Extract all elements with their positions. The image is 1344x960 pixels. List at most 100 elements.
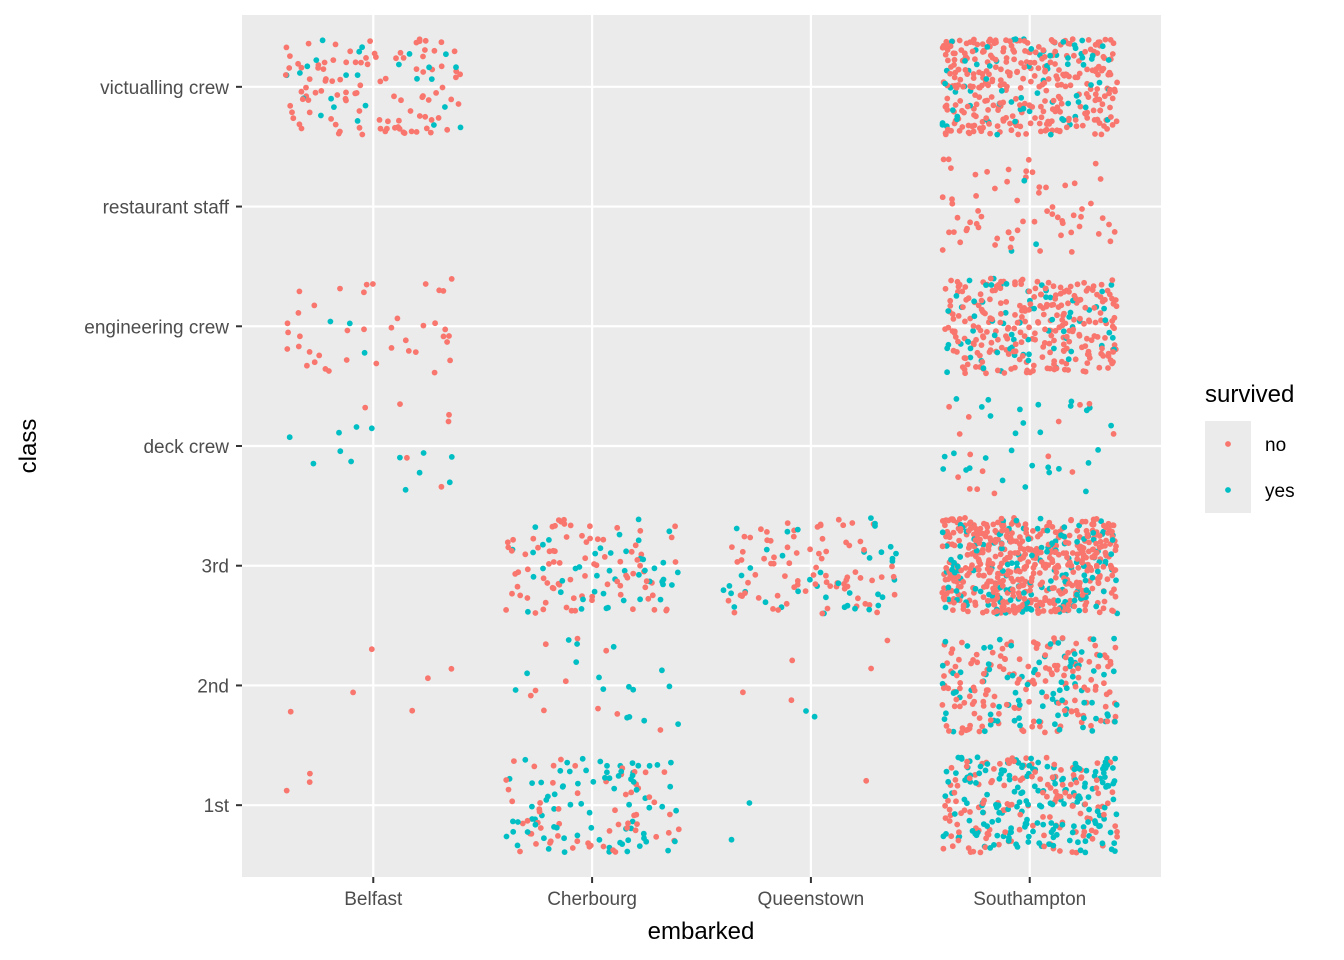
point-yes	[1051, 345, 1057, 352]
point-yes	[1069, 829, 1076, 836]
point-no	[530, 535, 537, 542]
point-no	[305, 40, 312, 47]
point-no	[978, 128, 985, 135]
point-no	[533, 841, 539, 847]
point-no	[998, 310, 1004, 317]
point-yes	[1112, 718, 1118, 725]
point-no	[1067, 283, 1074, 290]
point-yes	[532, 524, 539, 530]
point-no	[1007, 120, 1013, 127]
point-no	[1097, 294, 1104, 300]
point-no	[949, 843, 956, 850]
point-no	[448, 665, 455, 672]
point-no	[1049, 211, 1056, 218]
point-yes	[1074, 591, 1080, 598]
point-no	[1029, 773, 1035, 780]
point-yes	[313, 57, 320, 63]
point-no	[1109, 122, 1116, 128]
point-yes	[602, 774, 608, 781]
point-yes	[515, 819, 521, 825]
point-no	[1079, 122, 1086, 129]
point-no	[1106, 221, 1112, 228]
point-yes	[1071, 823, 1077, 830]
point-yes	[448, 454, 455, 460]
point-no	[661, 769, 668, 775]
point-no	[377, 125, 384, 132]
point-yes	[942, 604, 949, 611]
point-yes	[1050, 826, 1057, 833]
point-no	[957, 525, 964, 532]
point-no	[1025, 156, 1032, 163]
point-yes	[973, 780, 979, 786]
point-no	[987, 717, 994, 723]
point-no	[844, 583, 851, 590]
point-no	[1055, 606, 1062, 613]
point-no	[1097, 176, 1104, 182]
point-no	[952, 777, 959, 783]
point-no	[1105, 350, 1112, 357]
point-no	[1065, 367, 1071, 373]
point-yes	[941, 716, 948, 722]
point-yes	[597, 545, 604, 552]
point-no	[376, 117, 383, 123]
point-no	[980, 698, 987, 705]
point-no	[436, 287, 443, 294]
point-no	[1105, 71, 1112, 78]
point-yes	[835, 580, 842, 587]
point-no	[824, 605, 831, 612]
point-yes	[1082, 849, 1089, 856]
point-yes	[1018, 790, 1024, 797]
point-no	[957, 685, 963, 692]
point-no	[985, 82, 991, 89]
point-no	[1109, 323, 1116, 330]
point-yes	[636, 843, 643, 849]
point-no	[1023, 131, 1029, 137]
point-yes	[948, 556, 954, 563]
point-yes	[503, 833, 510, 840]
point-no	[1101, 522, 1107, 529]
point-yes	[996, 703, 1002, 710]
point-yes	[746, 800, 753, 806]
point-yes	[1105, 712, 1111, 719]
point-no	[1007, 538, 1014, 545]
point-no	[961, 699, 968, 706]
point-no	[1073, 779, 1080, 786]
point-no	[950, 316, 957, 322]
point-no	[572, 607, 579, 614]
point-no	[1084, 66, 1090, 73]
point-yes	[971, 313, 978, 320]
point-yes	[606, 775, 613, 782]
point-no	[878, 574, 885, 580]
point-no	[953, 798, 959, 805]
point-no	[1037, 303, 1044, 309]
legend-label: yes	[1265, 481, 1295, 502]
point-no	[975, 224, 982, 231]
point-no	[363, 281, 370, 288]
point-no	[972, 92, 978, 98]
point-no	[1067, 82, 1074, 89]
point-no	[964, 225, 970, 232]
y-tick-label: deck crew	[143, 437, 229, 458]
point-yes	[343, 72, 349, 78]
point-no	[1083, 91, 1090, 97]
point-yes	[597, 758, 604, 765]
point-no	[1005, 229, 1012, 236]
point-yes	[286, 434, 293, 441]
point-yes	[1016, 702, 1023, 708]
point-no	[1061, 672, 1067, 679]
point-no	[889, 563, 895, 570]
point-yes	[1078, 649, 1085, 655]
point-no	[980, 334, 987, 341]
point-no	[631, 812, 637, 819]
point-yes	[532, 821, 539, 828]
point-no	[996, 710, 1002, 717]
point-yes	[576, 564, 583, 570]
point-no	[290, 115, 297, 122]
point-no	[1107, 357, 1114, 363]
point-no	[1093, 549, 1100, 556]
point-no	[1076, 331, 1083, 338]
point-yes	[1095, 447, 1101, 453]
point-no	[1078, 213, 1084, 220]
point-no	[1011, 758, 1017, 765]
point-no	[1066, 338, 1073, 345]
